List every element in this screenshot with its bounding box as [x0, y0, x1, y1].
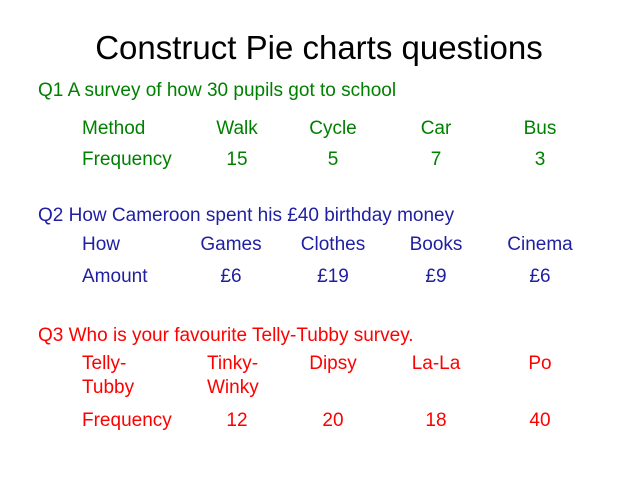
q1-row1-col1: Walk	[216, 118, 258, 139]
q2-row1-col2: Clothes	[300, 234, 366, 255]
q3-row2-col1: 12	[226, 410, 248, 431]
q3-row2-col3: 18	[425, 410, 447, 431]
q2-row2-label: Amount	[82, 266, 148, 287]
q3-row1-col1-line2: Winky	[207, 377, 259, 398]
q2-row1-col4: Cinema	[507, 234, 573, 255]
q1-row2-label: Frequency	[82, 149, 172, 170]
q1-row1-col2: Cycle	[309, 118, 357, 139]
q3-row1-col1: Tinky-	[207, 353, 259, 374]
q2-row2-col1: £6	[220, 266, 242, 287]
q1-row1-col4: Bus	[523, 118, 557, 139]
q1-row2-col3: 7	[430, 149, 442, 170]
q3-row1-col2: Dipsy	[309, 353, 357, 374]
q1-row2-col1: 15	[226, 149, 248, 170]
q3-row2-label: Frequency	[82, 410, 172, 431]
q1-row2-col2: 5	[327, 149, 339, 170]
q3-row2-col4: 40	[529, 410, 551, 431]
q3-heading: Q3 Who is your favourite Telly-Tubby sur…	[38, 325, 414, 346]
q1-heading: Q1 A survey of how 30 pupils got to scho…	[38, 80, 397, 101]
q2-heading: Q2 How Cameroon spent his £40 birthday m…	[38, 205, 455, 226]
q2-row2-col3: £9	[425, 266, 447, 287]
q3-row2-col2: 20	[322, 410, 344, 431]
q2-row2-col4: £6	[529, 266, 551, 287]
q1-row2-col4: 3	[534, 149, 546, 170]
q3-row1-col4: Po	[528, 353, 552, 374]
q3-row1-col3: La-La	[411, 353, 461, 374]
q1-row1-col3: Car	[420, 118, 452, 139]
page-title: Construct Pie charts questions	[95, 29, 543, 66]
q2-row1-col3: Books	[409, 234, 463, 255]
q2-row1-label: How	[82, 234, 121, 255]
q3-row1-label: Telly-	[82, 353, 127, 374]
q2-row2-col2: £19	[317, 266, 349, 287]
q1-row1-label: Method	[82, 118, 146, 139]
q2-row1-col1: Games	[200, 234, 262, 255]
q3-row1-label-line2: Tubby	[82, 377, 135, 398]
